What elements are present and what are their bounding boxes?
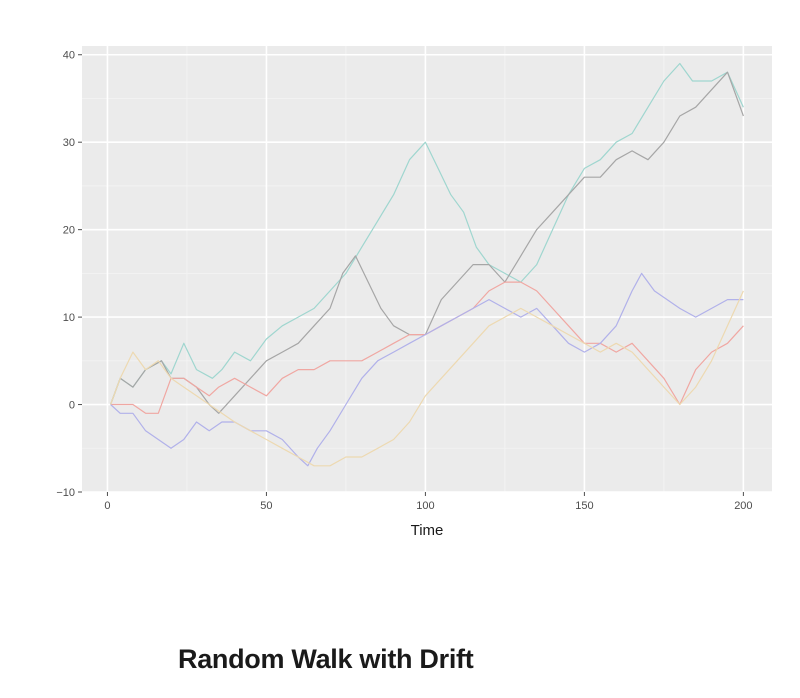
y-tick-label: 10 xyxy=(63,312,75,324)
plot-panel xyxy=(82,46,772,492)
axis-ticks xyxy=(78,54,744,496)
series-line-4 xyxy=(110,272,744,467)
x-axis-title: Time xyxy=(411,522,444,539)
random-walk-chart: −10 0 10 20 30 40 0 50 100 150 200 Time xyxy=(56,46,772,539)
x-tick-label: 0 xyxy=(104,500,110,512)
series-line-2 xyxy=(110,71,744,414)
x-tick-label: 150 xyxy=(575,500,593,512)
major-gridlines xyxy=(82,46,772,493)
x-tick-label: 200 xyxy=(734,500,752,512)
minor-gridlines xyxy=(82,46,772,492)
y-tick-label: 40 xyxy=(63,50,75,62)
y-tick-label: 0 xyxy=(69,400,75,412)
y-tick-label: 20 xyxy=(63,225,75,237)
y-tick-label: 30 xyxy=(63,137,75,149)
x-tick-label: 50 xyxy=(260,500,272,512)
series-line-1 xyxy=(110,62,744,405)
series-line-3 xyxy=(110,281,744,414)
series-lines xyxy=(110,62,744,467)
y-tick-label: −10 xyxy=(56,487,75,499)
x-axis-tick-labels: 0 50 100 150 200 xyxy=(104,500,752,512)
x-tick-label: 100 xyxy=(416,500,434,512)
series-line-5 xyxy=(110,290,744,467)
y-axis-tick-labels: −10 0 10 20 30 40 xyxy=(56,50,75,499)
chart-caption: Random Walk with Drift xyxy=(178,644,474,674)
